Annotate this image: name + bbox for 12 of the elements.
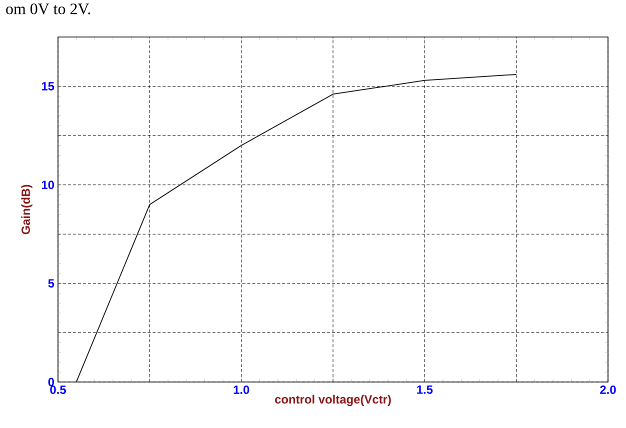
x-axis-title: control voltage(Vctr) (275, 394, 391, 406)
y-axis-title: Gain(dB) (21, 184, 32, 234)
line-series (76, 74, 517, 382)
y-tick-label: 0 (48, 378, 54, 386)
y-tick-label: 5 (48, 279, 54, 288)
y-tick-label: 10 (42, 180, 54, 190)
x-tick-label: 1.0 (234, 386, 250, 394)
x-tick-label: 0.5 (50, 386, 66, 394)
y-tick-label: 15 (42, 82, 54, 90)
x-tick-label: 1.5 (417, 386, 433, 394)
x-tick-label: 2.0 (600, 386, 616, 394)
text: om 0V to 2V. (6, 4, 90, 14)
